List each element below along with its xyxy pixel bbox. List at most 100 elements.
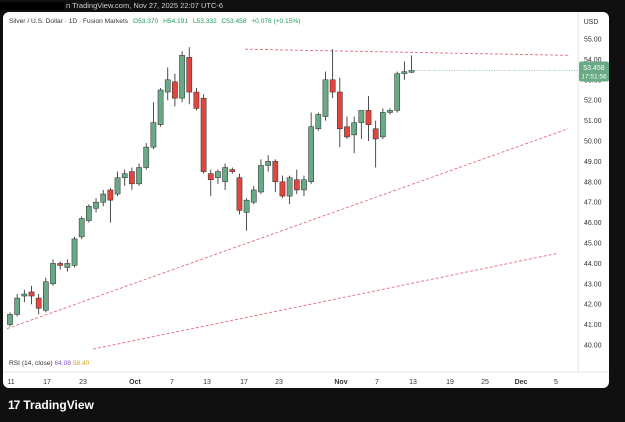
candle-body — [57, 263, 64, 266]
currency-label: USD — [584, 19, 599, 26]
candle-body — [179, 55, 185, 99]
x-tick-label: 11 — [7, 379, 14, 386]
redacted-block — [0, 2, 64, 10]
y-tick-label: 48.00 — [584, 179, 602, 186]
candle-body — [365, 110, 372, 125]
x-tick-label: 13 — [409, 379, 417, 386]
x-tick-label: 23 — [79, 379, 87, 386]
close-value: C53.458 — [221, 18, 247, 25]
candle-body — [265, 161, 271, 166]
y-tick-label: 51.00 — [584, 118, 602, 125]
candle-body — [308, 126, 314, 183]
candle-body — [286, 177, 293, 197]
candle-body — [250, 189, 257, 203]
candle-body — [344, 126, 350, 138]
candle-body — [114, 177, 121, 195]
y-tick-label: 50.00 — [584, 139, 602, 146]
last-price-text: 53.458 — [583, 65, 605, 72]
trendline — [6, 128, 569, 330]
candle-body — [336, 91, 343, 130]
x-tick-label: 7 — [170, 379, 174, 386]
candle-body — [243, 199, 250, 213]
candlestick-chart[interactable]: USD 40.00 41.00 42.00 43.00 44.00 45.00 46.00 47… — [3, 12, 609, 388]
symbol-legend: Silver / U.S. Dollar · 1D · Fusion Marke… — [9, 18, 303, 25]
change-value: +0.078 (+0.15%) — [251, 18, 301, 25]
x-tick-label: 7 — [375, 379, 379, 386]
trendline — [244, 48, 569, 56]
brand-name: TradingView — [23, 398, 94, 412]
candle-body — [200, 97, 207, 172]
candle-body — [293, 179, 300, 191]
y-tick-label: 40.00 — [584, 343, 602, 350]
candle-body — [387, 110, 393, 113]
candle-body — [372, 128, 379, 140]
tradingview-logo-icon: 17 — [8, 398, 20, 412]
y-tick-label: 43.00 — [584, 281, 602, 288]
last-price-badge — [579, 61, 609, 82]
x-tick-label: 17 — [240, 379, 248, 386]
candle-body — [193, 91, 200, 109]
candle-body — [64, 263, 71, 268]
y-tick-label: 41.00 — [584, 322, 602, 329]
candle-body — [107, 189, 114, 201]
candle-body — [315, 114, 322, 130]
candle-body — [78, 218, 85, 238]
y-tick-label: 46.00 — [584, 220, 602, 227]
candle-body — [215, 171, 221, 178]
x-tick-label: 19 — [446, 379, 454, 386]
capture-caption: n TradingView.com, Nov 27, 2025 22:07 UT… — [66, 1, 224, 10]
high-value: H54.191 — [163, 18, 189, 25]
y-tick-label: 47.00 — [584, 200, 602, 207]
candle-body — [186, 57, 193, 93]
candle-body — [379, 112, 386, 138]
top-caption-bar: n TradingView.com, Nov 27, 2025 22:07 UT… — [0, 0, 625, 12]
y-tick-label: 44.00 — [584, 261, 602, 268]
candle-body — [394, 73, 401, 111]
symbol-title: Silver / U.S. Dollar · 1D · Fusion Marke… — [9, 18, 129, 25]
candle-body — [351, 122, 358, 136]
candle-body — [100, 193, 107, 203]
open-value: O53.370 — [132, 18, 159, 25]
x-tick-label: 17 — [43, 379, 51, 386]
candle-body — [43, 281, 49, 311]
candle-body — [14, 297, 21, 315]
candle-body — [150, 122, 157, 148]
x-tick-label: Nov — [334, 379, 347, 386]
rsi-legend: RSI (14, close) 64.08 58.40 — [9, 360, 89, 367]
candle-body — [279, 181, 286, 197]
chart-panel: USD 40.00 41.00 42.00 43.00 44.00 45.00 46.00 47… — [3, 12, 609, 388]
candle-body — [258, 165, 264, 193]
y-tick-label: 55.00 — [584, 37, 602, 44]
rsi-value: 64.08 — [54, 360, 71, 367]
candle-body — [86, 206, 92, 221]
candle-body — [329, 79, 336, 93]
candle-body — [301, 179, 307, 191]
candle-body — [143, 146, 150, 168]
x-tick-label: 5 — [554, 379, 558, 386]
candle-body — [358, 110, 365, 123]
candle-body — [50, 263, 56, 285]
candle-body — [164, 79, 171, 93]
candle-body — [272, 161, 279, 183]
x-tick-label: 13 — [203, 379, 211, 386]
rsi-label: RSI (14, close) — [9, 360, 53, 367]
candle-body — [207, 173, 214, 181]
candle-body — [7, 314, 13, 325]
candle-body — [129, 171, 135, 185]
candle-body — [322, 79, 329, 117]
candle-body — [121, 173, 128, 178]
x-tick-label: Dec — [515, 379, 528, 386]
candle-body — [229, 169, 236, 172]
low-value: L53.332 — [192, 18, 217, 25]
trendline — [92, 252, 559, 350]
y-tick-label: 52.00 — [584, 98, 602, 105]
candle-body — [28, 291, 35, 297]
y-tick-label: 42.00 — [584, 302, 602, 309]
candle-body — [93, 201, 99, 209]
candle-body — [21, 293, 28, 297]
countdown-text: 17:51:56 — [581, 73, 607, 80]
x-tick-label: 25 — [481, 379, 489, 386]
candle-body — [222, 167, 228, 183]
candle-body — [35, 297, 42, 309]
